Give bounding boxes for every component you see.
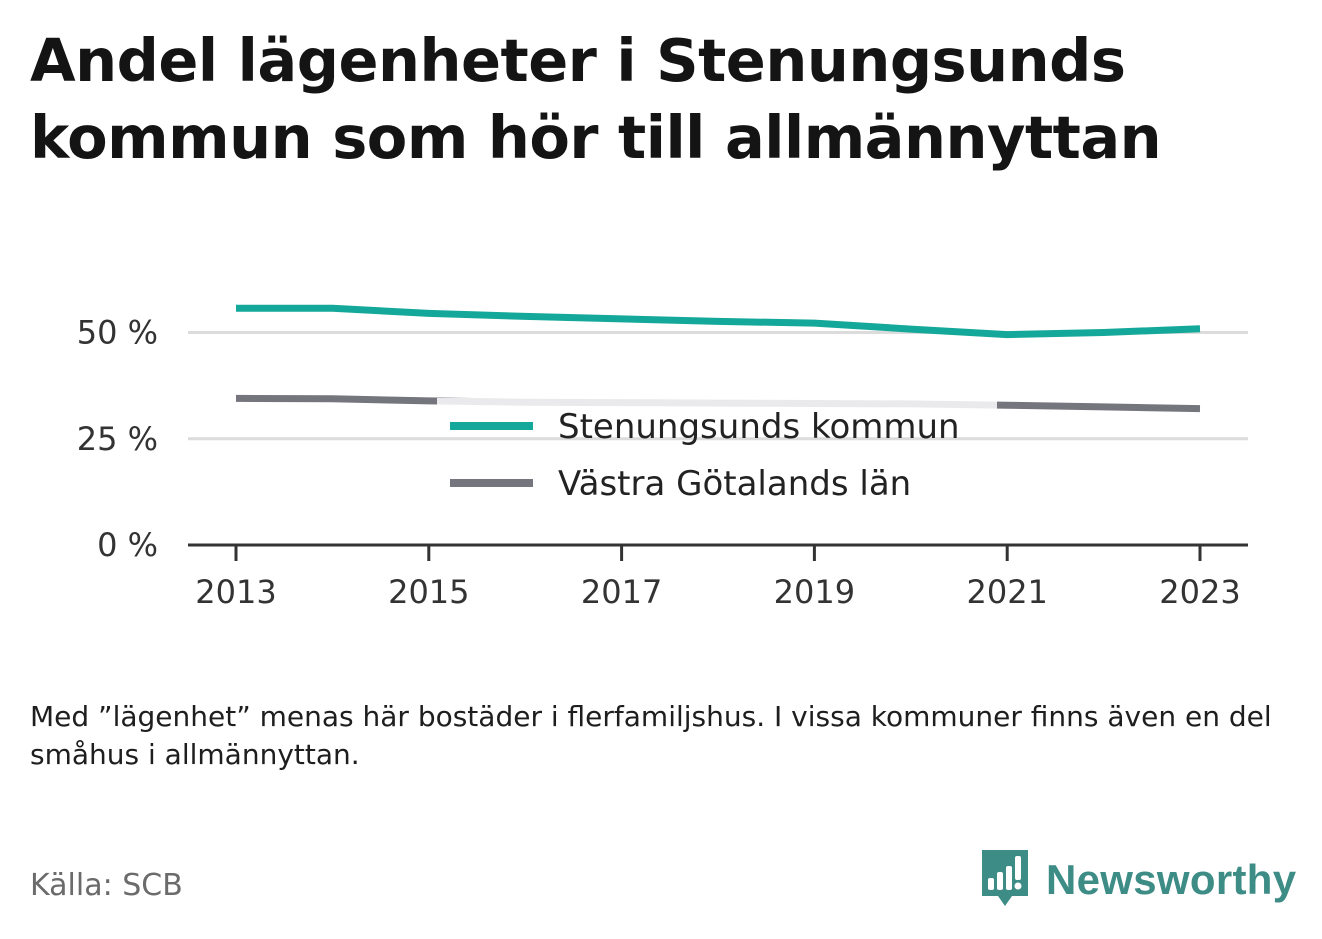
bar-chart-speech-bubble-icon bbox=[980, 848, 1030, 912]
series-lines bbox=[235, 304, 1201, 413]
y-tick-label: 0 % bbox=[97, 526, 158, 564]
legend: Stenungsunds kommun Västra Götalands län bbox=[437, 398, 997, 504]
series-line-1 bbox=[236, 304, 1201, 339]
legend-background bbox=[437, 398, 997, 422]
x-tick-label: 2013 bbox=[195, 573, 276, 611]
brand-logo[interactable]: Newsworthy bbox=[980, 848, 1296, 912]
y-axis-tick-labels: 0 % 25 % 50 % bbox=[77, 314, 158, 565]
x-tick-label: 2017 bbox=[581, 573, 662, 611]
x-axis bbox=[188, 543, 1248, 561]
brand-name: Newsworthy bbox=[1046, 856, 1297, 903]
line-chart: 0 % 25 % 50 % 2013 2015 2017 2019 2021 2023 Ste… bbox=[77, 304, 1248, 611]
x-tick-label: 2023 bbox=[1159, 573, 1240, 611]
chart-title: Andel lägenheter i Stenungsunds kommun s… bbox=[30, 26, 1162, 172]
chart-footnote: Med ”lägenhet” menas här bostäder i fler… bbox=[30, 700, 1272, 771]
x-tick-label: 2019 bbox=[774, 573, 855, 611]
source-credit: Källa: SCB bbox=[30, 868, 183, 903]
legend-label-1: Stenungsunds kommun bbox=[558, 407, 960, 447]
legend-label-2: Västra Götalands län bbox=[558, 464, 911, 504]
x-axis-tick-labels: 2013 2015 2017 2019 2021 2023 bbox=[195, 573, 1240, 611]
x-tick-label: 2021 bbox=[966, 573, 1047, 611]
y-tick-label: 50 % bbox=[77, 314, 158, 352]
y-tick-label: 25 % bbox=[77, 420, 158, 458]
x-tick-label: 2015 bbox=[388, 573, 469, 611]
